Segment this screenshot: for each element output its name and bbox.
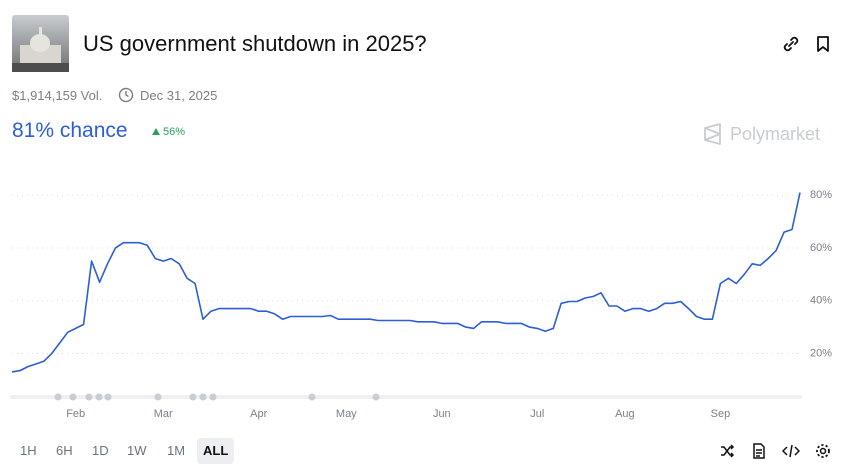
x-tick-label: Jun [433, 408, 451, 420]
y-tick-label: 80% [810, 189, 832, 201]
x-tick-label: Apr [250, 408, 267, 420]
range-button[interactable]: 1H [20, 443, 37, 458]
range-button[interactable]: 1M [167, 443, 186, 458]
x-tick-label: Sep [711, 408, 731, 420]
clock-icon [118, 87, 134, 103]
embed-icon[interactable] [782, 443, 800, 459]
brand-logo [704, 123, 721, 145]
price-chart: 20% 40% 60% 80% Feb Mar Apr May Jun Jul Aug Sep [10, 189, 832, 420]
shuffle-icon[interactable] [719, 443, 735, 459]
market-title: US government shutdown in 2025? [83, 31, 427, 56]
range-button[interactable]: 1D [92, 443, 109, 458]
bookmark-icon[interactable] [815, 35, 831, 53]
end-date: Dec 31, 2025 [140, 88, 218, 103]
market-thumbnail [12, 15, 69, 72]
y-tick-label: 60% [810, 242, 832, 254]
range-button[interactable]: ALL [197, 438, 235, 464]
event-markers [54, 393, 380, 401]
document-icon[interactable] [751, 443, 767, 459]
range-button[interactable]: 6H [56, 443, 73, 458]
price-line [11, 192, 801, 373]
range-button[interactable]: 1W [127, 443, 147, 458]
x-tick-label: Jul [530, 408, 544, 420]
x-tick-label: Feb [66, 408, 85, 420]
volume: $1,914,159 Vol. [12, 88, 103, 103]
brand-name: Polymarket [730, 124, 821, 144]
up-arrow [152, 128, 160, 135]
chance: 81% chance [12, 119, 128, 142]
copy-link-icon[interactable] [782, 35, 800, 53]
y-tick-label: 20% [810, 347, 832, 359]
x-tick-label: Aug [615, 408, 635, 420]
change: 56% [163, 126, 186, 138]
y-tick-label: 40% [810, 295, 832, 307]
x-tick-label: Mar [154, 408, 173, 420]
settings-icon[interactable] [815, 443, 831, 459]
x-tick-label: May [336, 408, 357, 420]
